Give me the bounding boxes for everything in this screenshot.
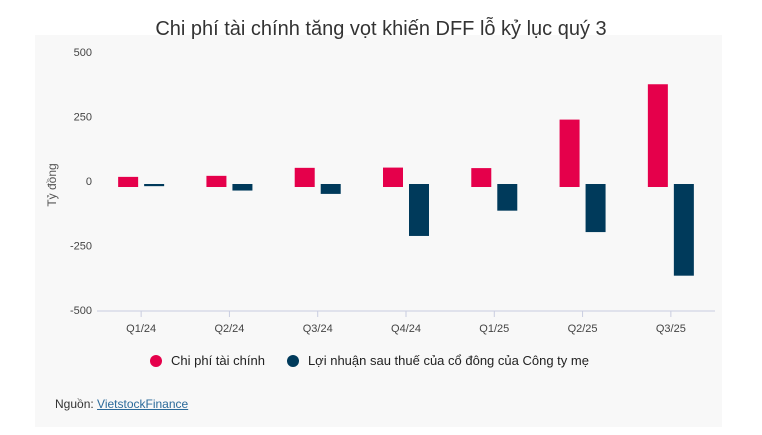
chart-title: Chi phí tài chính tăng vọt khiến DFF lỗ … [155, 18, 607, 40]
bar-loi-nhuan-sau-thue[interactable] [409, 184, 429, 236]
source-prefix: Nguồn: [55, 397, 98, 411]
source-note: Nguồn: VietstockFinance [55, 397, 188, 411]
legend-item-chi-phi[interactable]: Chi phí tài chính [150, 353, 265, 368]
legend-label-loi-nhuan: Lợi nhuận sau thuế của cổ đông của Công … [307, 353, 589, 368]
bar-chi-phi-tai-chinh[interactable] [294, 167, 315, 187]
legend-swatch-loi-nhuan [286, 354, 299, 367]
bar-chi-phi-tai-chinh[interactable] [383, 167, 403, 187]
x-tick-label: Q2/24 [214, 323, 244, 335]
bar-chi-phi-tai-chinh[interactable] [118, 176, 139, 187]
bar-loi-nhuan-sau-thue[interactable] [673, 184, 694, 276]
bar-chi-phi-tai-chinh[interactable] [206, 175, 227, 187]
legend-item-loi-nhuan[interactable]: Lợi nhuận sau thuế của cổ đông của Công … [286, 353, 589, 368]
y-tick-label: 0 [86, 176, 92, 188]
x-tick-label: Q1/24 [126, 323, 156, 335]
y-tick-label: -500 [70, 305, 92, 317]
bar-loi-nhuan-sau-thue[interactable] [320, 184, 341, 194]
y-tick-label: 500 [74, 47, 92, 59]
y-axis-title: Tỷ đồng [45, 163, 59, 206]
bar-loi-nhuan-sau-thue[interactable] [232, 184, 253, 191]
x-tick-label: Q4/24 [391, 323, 421, 335]
chart-panel [35, 35, 722, 427]
bar-chi-phi-tai-chinh[interactable] [471, 168, 492, 187]
source-link[interactable]: VietstockFinance [97, 397, 189, 411]
legend: Chi phí tài chính Lợi nhuận sau thuế của… [150, 353, 611, 368]
x-tick-label: Q2/25 [568, 323, 598, 335]
legend-label-chi-phi: Chi phí tài chính [171, 353, 265, 368]
bar-chi-phi-tai-chinh[interactable] [559, 119, 580, 187]
legend-swatch-chi-phi [150, 354, 162, 367]
x-tick-label: Q1/25 [479, 323, 509, 335]
x-tick-label: Q3/24 [303, 323, 333, 335]
bar-loi-nhuan-sau-thue[interactable] [585, 184, 606, 233]
bar-loi-nhuan-sau-thue[interactable] [144, 184, 165, 187]
bar-chi-phi-tai-chinh[interactable] [647, 84, 668, 187]
x-tick-label: Q3/25 [656, 323, 686, 335]
y-tick-label: 250 [74, 112, 92, 124]
bar-loi-nhuan-sau-thue[interactable] [497, 184, 518, 211]
y-tick-label: -250 [70, 241, 92, 253]
